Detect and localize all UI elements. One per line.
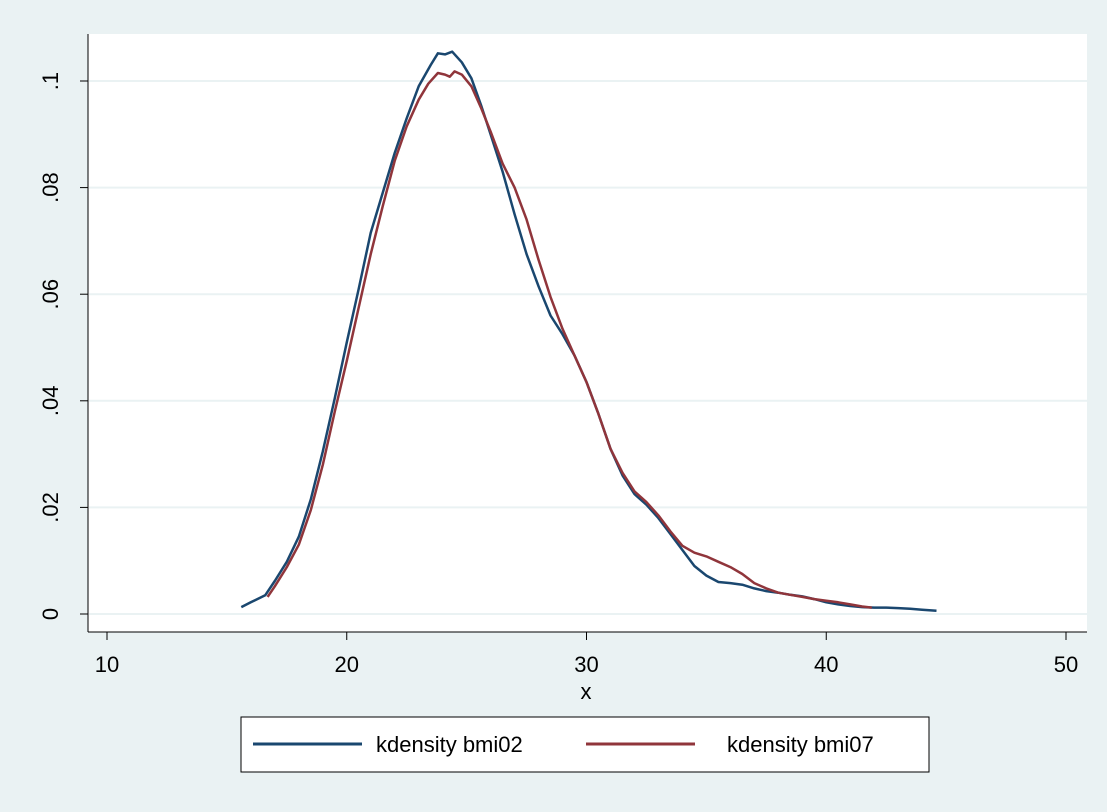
x-axis-ticks: 10 20 30 40 50 [95, 632, 1078, 677]
gridlines [89, 80, 1087, 615]
x-axis-label: x [581, 679, 592, 704]
legend-label-bmi07: kdensity bmi07 [727, 732, 874, 757]
y-tick-label: .08 [38, 172, 63, 203]
legend-label-bmi02: kdensity bmi02 [376, 732, 523, 757]
x-tick-label: 30 [574, 652, 598, 677]
y-tick-label: .02 [38, 492, 63, 523]
y-tick-label: .04 [38, 386, 63, 417]
y-tick-label: 0 [38, 608, 63, 620]
y-tick-label: .1 [38, 72, 63, 90]
legend: kdensity bmi02 kdensity bmi07 [240, 716, 930, 773]
x-tick-label: 20 [335, 652, 359, 677]
series-lines [240, 50, 937, 613]
plot-area [88, 34, 1087, 632]
x-tick-label: 10 [95, 652, 119, 677]
x-tick-label: 50 [1054, 652, 1078, 677]
y-tick-label: .06 [38, 279, 63, 310]
x-tick-label: 40 [814, 652, 838, 677]
y-axis-ticks: 0 .02 .04 .06 .08 .1 [38, 72, 88, 620]
series-line-kdensity-bmi07 [266, 70, 872, 609]
